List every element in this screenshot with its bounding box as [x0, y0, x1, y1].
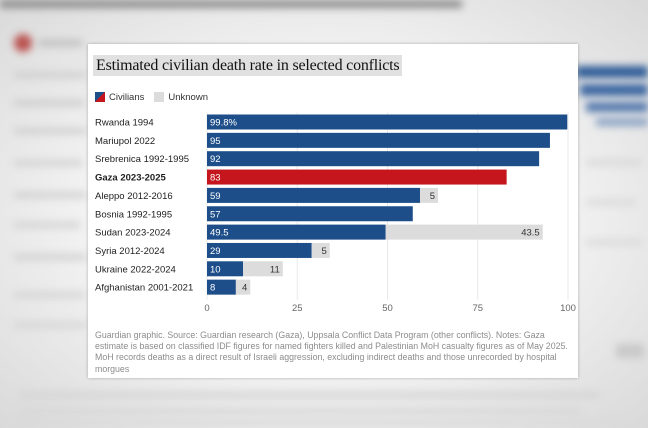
blurred-text-line	[586, 200, 636, 205]
blurred-text-line	[14, 254, 86, 260]
blurred-text-line	[14, 292, 84, 298]
blurred-text-line	[20, 420, 620, 425]
category-label: Srebrenica 1992-1995	[95, 154, 189, 165]
blurred-blue-shape	[576, 66, 648, 78]
blurred-blue-shape	[596, 118, 648, 126]
chart-card: Estimated civilian death rate in selecte…	[88, 44, 578, 378]
chart-source-note: Guardian graphic. Source: Guardian resea…	[95, 330, 568, 374]
bar-civilians	[207, 132, 550, 148]
blurred-blue-shape	[580, 84, 648, 96]
bar-civilians	[207, 151, 540, 167]
blurred-header-text	[38, 40, 82, 46]
legend-swatch-unknown	[154, 92, 165, 102]
x-tick-label: 25	[292, 303, 303, 314]
bar-unknown	[235, 279, 251, 295]
blurred-text-line	[586, 160, 642, 165]
bar-civilians	[207, 206, 413, 222]
bar-unknown	[419, 187, 439, 203]
blurred-blob	[616, 344, 644, 358]
bar-value-label: 83	[210, 173, 221, 184]
bar-value-label: 59	[210, 191, 221, 202]
bar-civilians	[207, 114, 568, 130]
bar-civilians	[207, 169, 507, 185]
bar-civilians	[207, 242, 312, 258]
blurred-text-line	[586, 240, 642, 245]
legend-label-civilians: Civilians	[109, 91, 145, 103]
bar-value-label: 10	[210, 264, 221, 275]
blurred-text-line	[14, 322, 86, 328]
bar-unknown	[311, 242, 330, 258]
blurred-text-line	[14, 192, 86, 198]
bar-unknown-label: 11	[270, 264, 280, 275]
x-tick-label: 100	[560, 303, 576, 314]
chart-title: Estimated civilian death rate in selecte…	[93, 55, 403, 76]
x-tick-label: 75	[472, 303, 483, 314]
category-label: Rwanda 1994	[95, 118, 154, 129]
bar-value-label: 29	[210, 246, 221, 257]
category-label: Ukraine 2022-2024	[95, 264, 176, 275]
category-label: Afghanistan 2001-2021	[95, 283, 193, 294]
bar-value-label: 92	[210, 154, 221, 165]
blurred-text-line	[20, 408, 580, 414]
bar-unknown	[385, 224, 543, 240]
x-tick-label: 50	[382, 303, 393, 314]
chart-legend: Civilians Unknown	[95, 91, 208, 103]
blurred-top-bar	[0, 0, 462, 8]
bar-value-label: 99.8%	[210, 118, 237, 129]
bar-unknown-label: 43.5	[521, 228, 540, 239]
x-tick-label: 0	[204, 303, 209, 314]
bar-unknown-label: 5	[321, 246, 326, 257]
blurred-logo	[14, 34, 32, 52]
legend-swatch-civilians	[95, 92, 105, 102]
category-label: Bosnia 1992-1995	[95, 209, 172, 220]
bar-unknown-label: 4	[242, 283, 247, 294]
bar-unknown	[243, 261, 283, 277]
bar-civilians	[207, 261, 244, 277]
bar-value-label: 49.5	[210, 228, 229, 239]
bar-value-label: 57	[210, 209, 221, 220]
blurred-text-line	[20, 392, 600, 398]
bar-chart-plot: 0 25 50 75 100 Rwanda 1994 99.8% Mariupol 2022 9…	[95, 112, 576, 314]
bar-value-label: 95	[210, 136, 221, 147]
bar-civilians	[207, 187, 420, 203]
blurred-text-line	[14, 100, 84, 106]
blurred-blue-shape	[586, 102, 648, 112]
bar-unknown-label: 5	[430, 191, 435, 202]
category-label: Aleppo 2012-2016	[95, 191, 173, 202]
bar-civilians	[207, 279, 236, 295]
category-label: Gaza 2023-2025	[95, 173, 166, 184]
blurred-text-line	[14, 160, 82, 166]
blurred-text-line	[14, 222, 80, 228]
category-label: Sudan 2023-2024	[95, 228, 171, 239]
category-label: Mariupol 2022	[95, 136, 155, 147]
category-label: Syria 2012-2024	[95, 246, 165, 257]
blurred-text-line	[14, 128, 86, 134]
bar-civilians	[207, 224, 386, 240]
bar-value-label: 8	[210, 283, 215, 294]
blurred-text-line	[14, 72, 86, 78]
legend-label-unknown: Unknown	[168, 91, 208, 103]
